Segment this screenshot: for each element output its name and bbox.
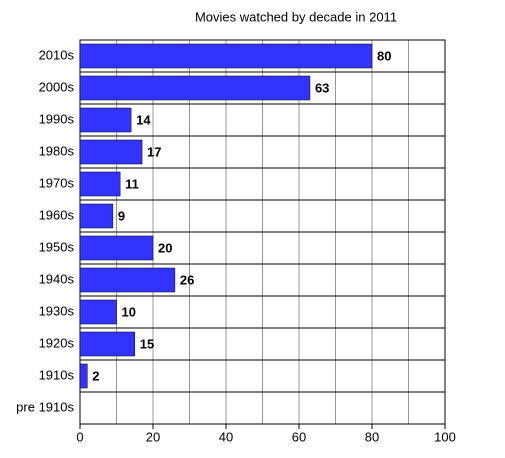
value-label: 26: [180, 272, 194, 287]
bar: [79, 75, 311, 101]
value-label: 14: [136, 112, 151, 127]
chart-title: Movies watched by decade in 2011: [195, 9, 397, 24]
y-tick-label: 2010s: [39, 47, 75, 62]
bar: [79, 171, 121, 197]
value-label: 9: [118, 208, 125, 223]
x-tick-label: 60: [292, 429, 306, 444]
x-tick-label: 100: [434, 429, 456, 444]
y-tick-label: pre 1910s: [16, 399, 74, 414]
y-tick-label: 1990s: [39, 111, 75, 126]
value-label: 10: [122, 304, 136, 319]
plot-frame: [79, 39, 446, 425]
bar: [79, 107, 132, 133]
bar: [79, 299, 117, 325]
value-label: 20: [158, 240, 172, 255]
bar: [79, 331, 135, 357]
bar: [79, 43, 373, 69]
bar: [79, 139, 143, 165]
y-tick-label: 2000s: [39, 79, 75, 94]
value-label: 80: [377, 48, 391, 63]
value-label: 17: [147, 144, 161, 159]
bar: [79, 267, 176, 293]
y-tick-label: 1950s: [39, 239, 75, 254]
bar: [79, 203, 114, 229]
value-label: 15: [140, 336, 154, 351]
y-tick-label: 1930s: [39, 303, 75, 318]
y-tick-label: 1940s: [39, 271, 75, 286]
value-label: 63: [315, 80, 329, 95]
y-tick-label: 1980s: [39, 143, 75, 158]
bar: [79, 235, 154, 261]
value-label: 11: [125, 176, 139, 191]
value-label: 2: [92, 368, 99, 383]
y-tick-label: 1910s: [39, 367, 75, 382]
y-tick-label: 1920s: [39, 335, 75, 350]
x-tick-label: 20: [146, 429, 160, 444]
x-tick-label: 40: [219, 429, 233, 444]
x-tick-label: 80: [365, 429, 379, 444]
x-tick-label: 0: [76, 429, 83, 444]
y-tick-label: 1970s: [39, 175, 75, 190]
bar: [79, 363, 88, 389]
y-tick-label: 1960s: [39, 207, 75, 222]
